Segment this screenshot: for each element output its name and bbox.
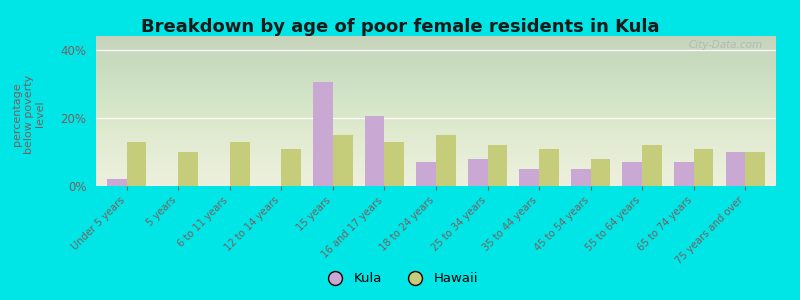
Bar [745, 152, 765, 186]
Bar [726, 152, 745, 186]
Bar [436, 135, 455, 186]
Bar [590, 159, 610, 186]
Bar [230, 142, 250, 186]
Text: Breakdown by age of poor female residents in Kula: Breakdown by age of poor female resident… [141, 18, 659, 36]
Text: City-Data.com: City-Data.com [688, 40, 762, 50]
Bar [385, 142, 404, 186]
Text: percentage
below poverty
level: percentage below poverty level [12, 74, 46, 154]
Bar [127, 142, 146, 186]
Bar [417, 162, 436, 186]
Bar [674, 162, 694, 186]
Bar [622, 162, 642, 186]
Bar [107, 179, 127, 186]
Bar [487, 145, 507, 186]
Bar [365, 116, 385, 186]
Bar [519, 169, 539, 186]
Bar [468, 159, 487, 186]
Bar [694, 148, 713, 186]
Bar [314, 82, 333, 186]
Bar [333, 135, 353, 186]
Bar [178, 152, 198, 186]
Bar [642, 145, 662, 186]
Legend: Kula, Hawaii: Kula, Hawaii [317, 267, 483, 290]
Bar [282, 148, 301, 186]
Bar [539, 148, 558, 186]
Bar [571, 169, 590, 186]
